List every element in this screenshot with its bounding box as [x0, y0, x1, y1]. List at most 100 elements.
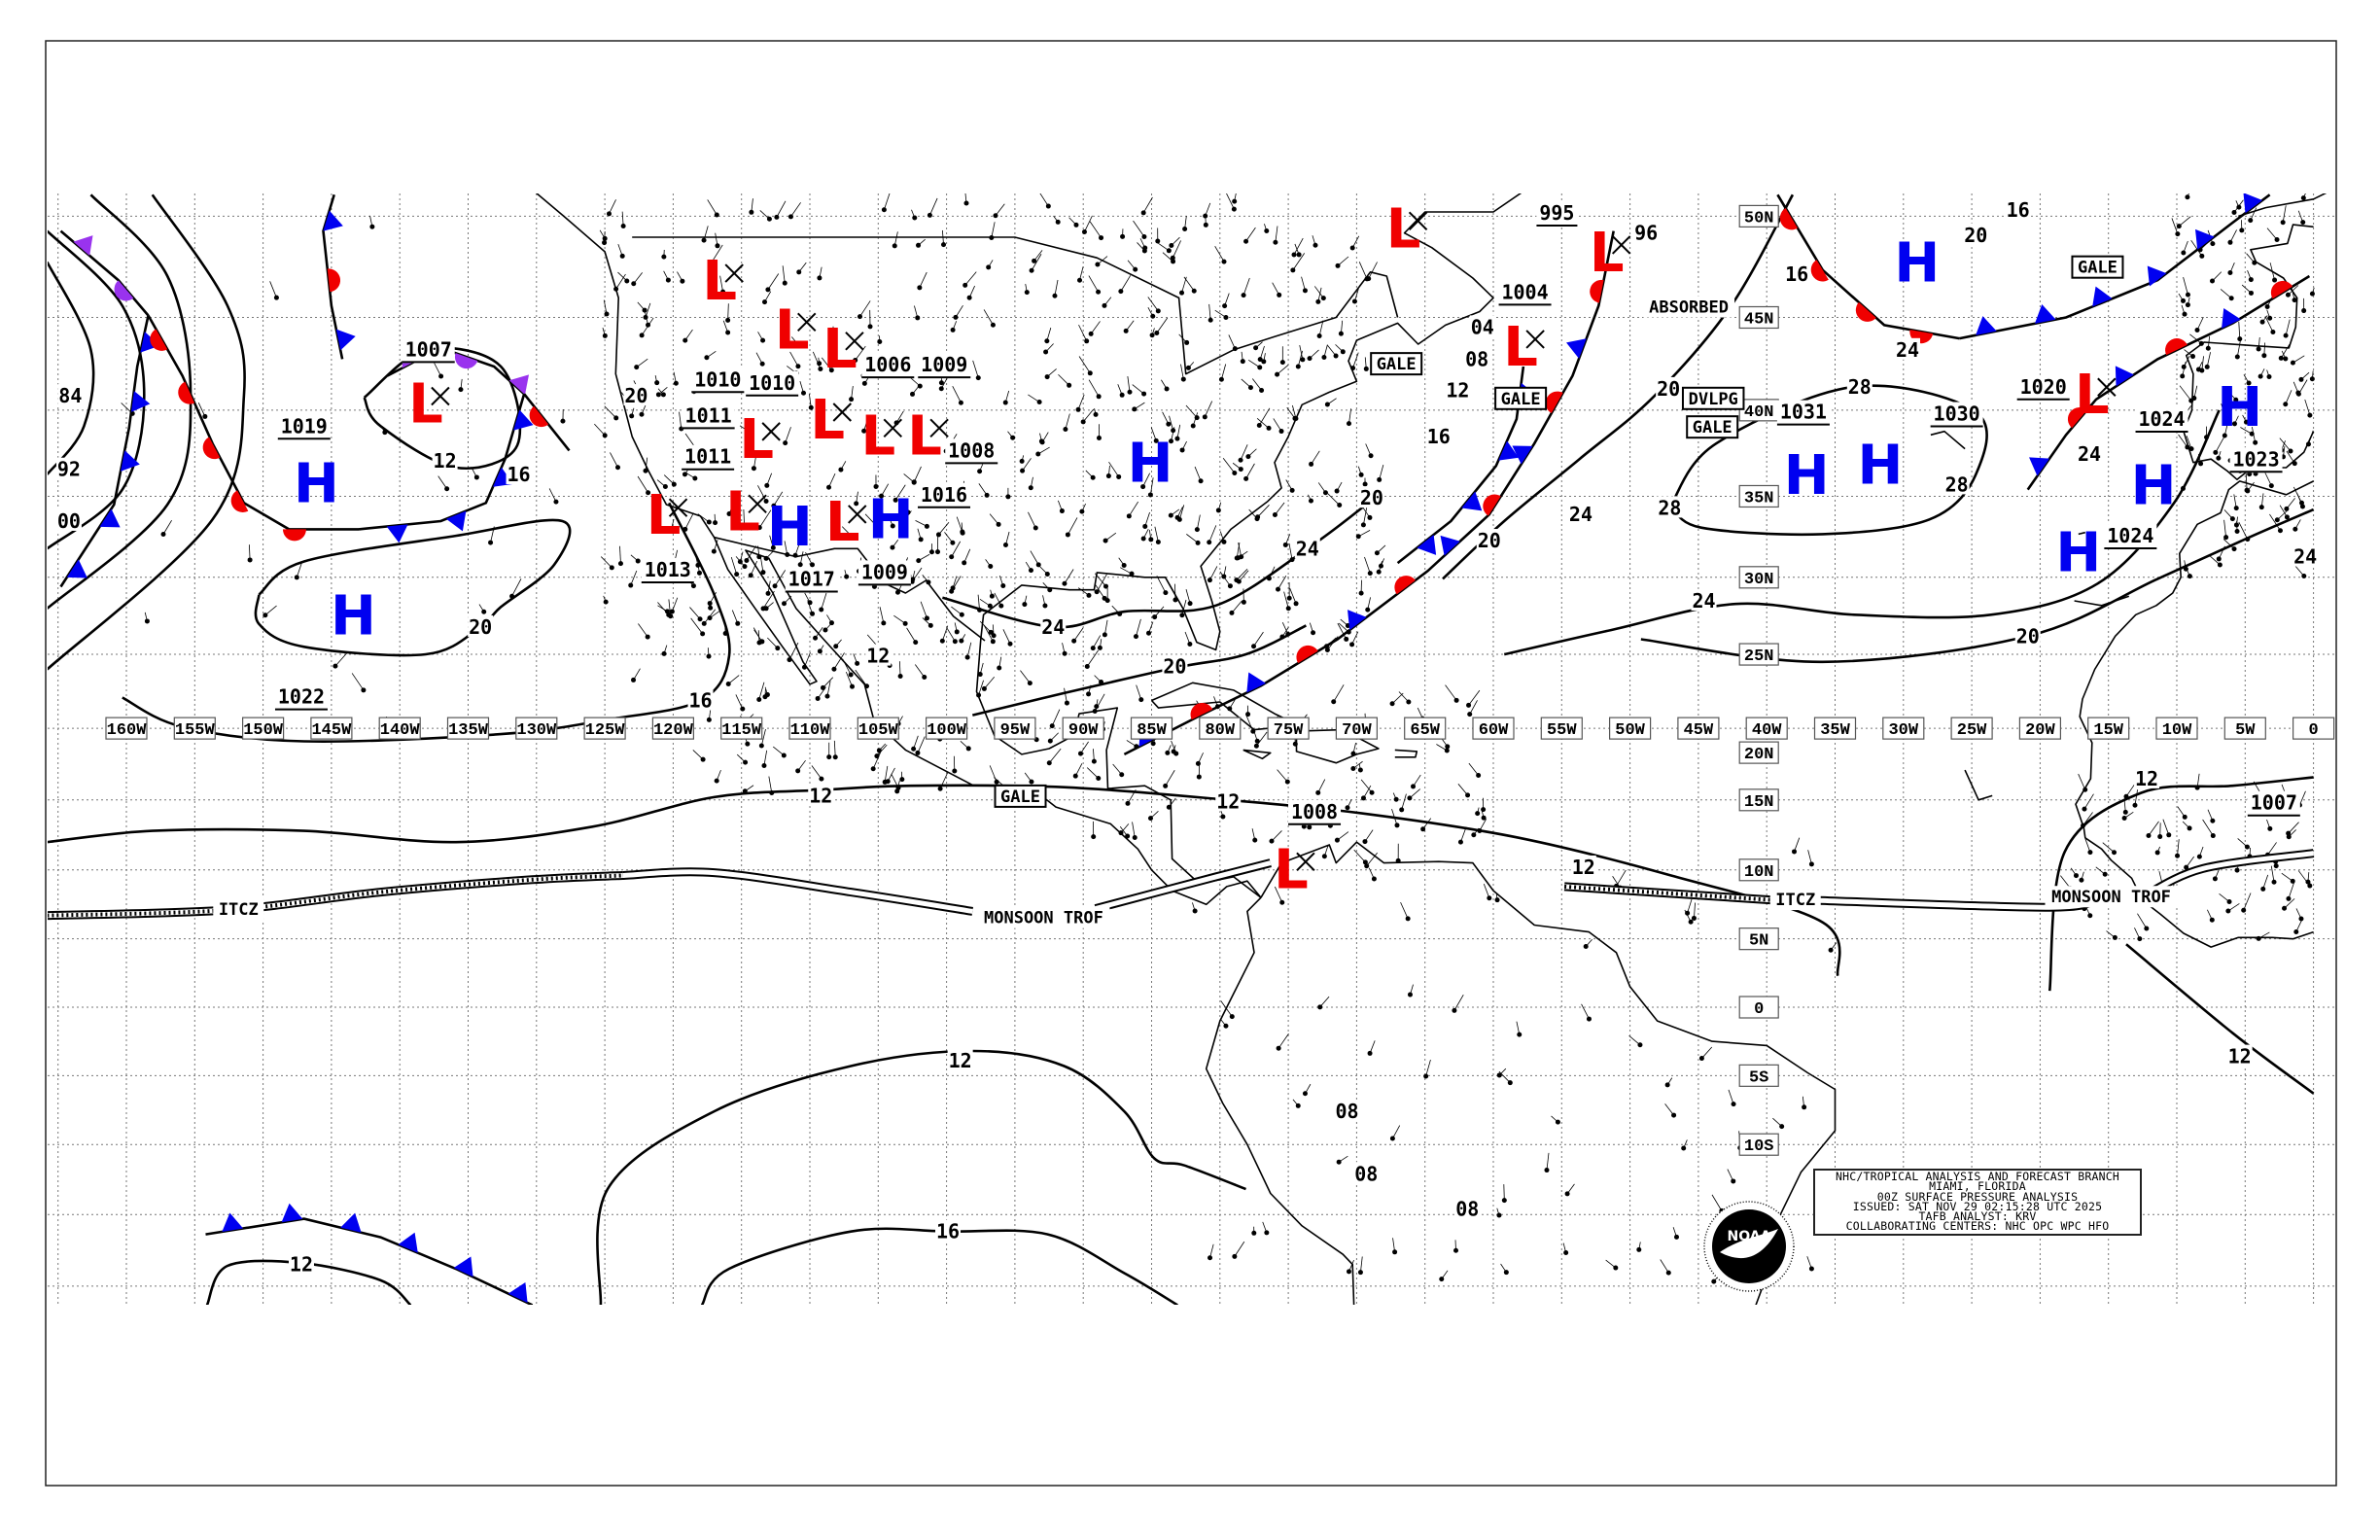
- wind-barb: [1142, 472, 1150, 487]
- lat-label: 50N: [1744, 209, 1774, 228]
- isobar-label-group: 24: [1040, 614, 1067, 639]
- wind-barb: [1378, 560, 1382, 573]
- wind-barb: [797, 759, 806, 772]
- wind-barb: [602, 328, 606, 336]
- low-pressure-center: L: [1274, 838, 1309, 901]
- wind-barb: [1133, 220, 1145, 237]
- lon-label: 115W: [721, 721, 762, 740]
- central-pressure-label: 1013: [645, 558, 691, 581]
- wind-barb: [911, 567, 923, 582]
- wind-barb: [636, 358, 648, 368]
- low-pressure-group: L: [739, 408, 781, 472]
- isobar-line: [942, 503, 1367, 629]
- isobar-label-bg: [1656, 376, 1682, 399]
- itcz-monsoon-trough: [48, 849, 2315, 921]
- wind-barb: [1503, 1184, 1505, 1201]
- coastline: [2183, 224, 2315, 480]
- cold-front-triangle: [323, 210, 343, 231]
- wind-barb: [915, 664, 926, 678]
- wind-barb: [2134, 789, 2138, 806]
- analysis-info-box: NHC/TROPICAL ANALYSIS AND FORECAST BRANC…: [1813, 1169, 2142, 1236]
- wind-barb: [1275, 226, 1278, 243]
- isobar-line: [596, 1049, 1246, 1305]
- info-line-product: 00Z SURFACE PRESSURE ANALYSIS: [1876, 1189, 2079, 1204]
- wind-barb: [548, 488, 557, 503]
- lat-label-box: [1738, 741, 1779, 764]
- wind-barb: [1468, 689, 1481, 706]
- wind-barb: [610, 452, 618, 468]
- pressure-label-group: 1010: [691, 368, 745, 394]
- pressure-label-bg: [2016, 374, 2070, 401]
- lon-label-group: 50W: [1608, 717, 1652, 740]
- wind-barb: [1147, 297, 1159, 312]
- wind-barb: [1728, 1089, 1734, 1104]
- cold-front-triangle: [453, 1256, 473, 1278]
- lon-label-box: [310, 717, 353, 740]
- lat-label: 40N: [1744, 403, 1774, 422]
- cold-front-triangle: [335, 329, 356, 351]
- isobar-label-bg: [935, 1219, 962, 1242]
- wind-barb: [369, 215, 373, 228]
- wind-barb: [1242, 277, 1250, 296]
- isobar-label-group: 24: [2077, 441, 2103, 466]
- wind-barb: [2258, 336, 2260, 350]
- lat-label: 20N: [1744, 746, 1774, 764]
- isobar-label: 08: [1354, 1162, 1378, 1185]
- wind-barb: [1337, 622, 1348, 640]
- wind-barb: [912, 570, 916, 579]
- lon-label-box: [925, 717, 968, 740]
- isobar-label-group: 12: [1215, 789, 1242, 813]
- wind-barb: [1672, 1227, 1677, 1238]
- lat-label: 35N: [1744, 489, 1774, 508]
- wind-barb: [1453, 995, 1464, 1011]
- wind-barb: [1348, 1259, 1354, 1273]
- pressure-label-bg: [2247, 790, 2300, 817]
- wind-barb: [863, 422, 867, 432]
- warm-front-semicircle: [2270, 280, 2293, 299]
- wind-barb: [1337, 256, 1349, 266]
- lon-label-group: 40W: [1745, 717, 1788, 740]
- text-label-box: [2045, 886, 2178, 908]
- low-pressure-group: L: [822, 318, 864, 381]
- wind-barb: [1094, 573, 1106, 587]
- wind-barb: [1391, 692, 1404, 704]
- cold-front-triangle: [508, 374, 530, 396]
- wind-barb: [2266, 369, 2270, 377]
- wind-barb: [914, 305, 919, 319]
- wind-barb: [2267, 842, 2277, 856]
- text-label-box: [1681, 386, 1745, 410]
- pressure-label-bg: [945, 438, 998, 465]
- lon-label-box: [1130, 717, 1173, 740]
- isobar-label-group: 12: [288, 1252, 314, 1277]
- text-label-box: [2071, 255, 2124, 279]
- wind-barb: [853, 653, 858, 664]
- central-pressure-label: 1023: [2232, 447, 2279, 471]
- wind-barb: [2229, 229, 2237, 243]
- central-pressure-label: 1022: [278, 685, 325, 709]
- low-center-x-mark: [2097, 377, 2117, 397]
- isobar-label-group: 12: [1570, 855, 1596, 879]
- wind-barb: [1425, 1059, 1431, 1077]
- lon-label-box: [2292, 717, 2335, 740]
- lon-label-box: [2087, 717, 2130, 740]
- wind-barb: [983, 309, 994, 326]
- wind-barb: [2070, 867, 2077, 876]
- wind-barb: [1236, 569, 1248, 580]
- wind-barb: [2227, 903, 2240, 912]
- lat-label-group: 45N: [1738, 305, 1779, 329]
- isobar-label-bg: [2077, 441, 2103, 464]
- wind-barb: [2184, 349, 2193, 357]
- low-pressure-center: L: [647, 484, 682, 547]
- pressure-label-bg: [641, 558, 694, 584]
- wind-barb: [711, 244, 723, 262]
- wind-barb: [917, 736, 926, 753]
- high-pressure-center: H: [331, 584, 376, 648]
- wind-barb: [1294, 243, 1300, 256]
- wind-barb: [1468, 762, 1479, 776]
- wind-barb: [799, 380, 804, 394]
- wind-barb: [1258, 407, 1271, 426]
- wind-barb: [1171, 427, 1175, 441]
- lat-label-box: [1738, 788, 1779, 812]
- wind-barb: [952, 321, 958, 331]
